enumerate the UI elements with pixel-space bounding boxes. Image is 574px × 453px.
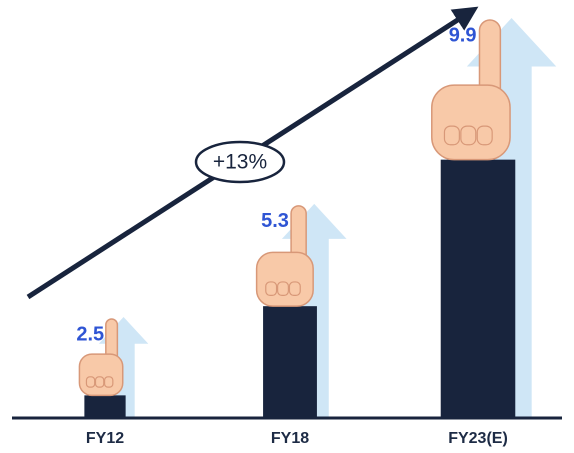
knuckle — [288, 281, 301, 297]
x-tick-label: FY23(E) — [448, 430, 508, 447]
knuckle — [476, 125, 493, 146]
value-label: 2.5 — [76, 323, 104, 345]
fist — [255, 251, 314, 307]
sleeve — [263, 306, 317, 418]
knuckle — [94, 376, 105, 388]
value-label: 9.9 — [449, 24, 477, 46]
sleeve — [440, 159, 516, 418]
sleeve — [84, 395, 126, 418]
annotation-bubble — [194, 140, 286, 184]
x-tick-label: FY12 — [86, 430, 124, 447]
value-label: 5.3 — [261, 210, 289, 232]
knuckle — [277, 281, 289, 297]
knuckle — [443, 125, 460, 146]
x-tick-label: FY18 — [271, 430, 309, 447]
fist — [431, 84, 511, 161]
knuckle — [85, 376, 96, 388]
annotation: +13% — [213, 151, 267, 174]
knuckle — [103, 376, 114, 388]
bars: 2.5 5.3 9.9 — [76, 18, 557, 418]
knuckle — [460, 125, 477, 146]
fist — [78, 353, 124, 397]
knuckle — [265, 281, 278, 297]
